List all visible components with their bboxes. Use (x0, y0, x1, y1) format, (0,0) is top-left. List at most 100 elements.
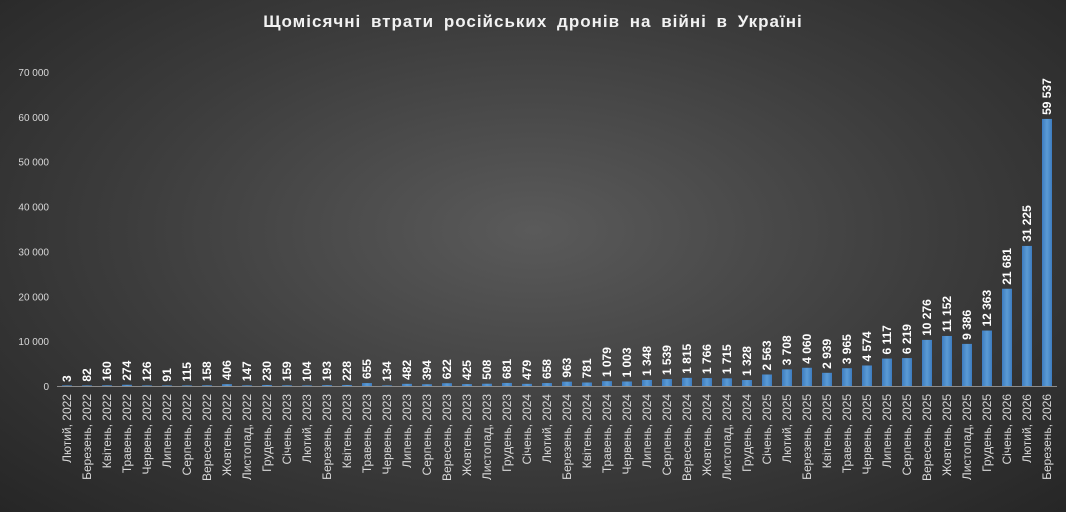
data-label: 230 (260, 361, 274, 381)
data-label: 681 (500, 359, 514, 379)
x-tick-label: Листопад, 2025 (960, 394, 974, 480)
data-label: 655 (360, 359, 374, 379)
bar (862, 365, 872, 386)
x-tick-label: Лютий, 2022 (60, 394, 74, 463)
bar (1022, 245, 1032, 386)
bar (682, 377, 692, 386)
data-label: 1 715 (720, 344, 734, 374)
data-label: 1 079 (600, 347, 614, 377)
bar (842, 368, 852, 386)
bar (502, 382, 512, 386)
y-tick-label: 10 000 (18, 337, 49, 348)
x-tick-label: Липень, 2025 (880, 394, 894, 468)
bar (602, 381, 612, 386)
bar (282, 385, 292, 386)
x-tick-label: Березень, 2022 (80, 394, 94, 480)
x-tick-label: Грудень, 2023 (500, 394, 514, 472)
bar (262, 384, 272, 386)
x-tick-label: Березень, 2026 (1040, 394, 1054, 480)
data-label: 622 (440, 359, 454, 379)
data-label: 134 (380, 361, 394, 381)
bar (882, 358, 892, 386)
x-tick-label: Жовтень, 2024 (700, 394, 714, 476)
x-tick-label: Червень, 2022 (140, 394, 154, 475)
data-label: 1 539 (660, 345, 674, 375)
data-label: 1 815 (680, 344, 694, 374)
x-tick-label: Лютий, 2023 (300, 394, 314, 463)
x-tick-label: Червень, 2025 (860, 394, 874, 475)
data-label: 159 (280, 361, 294, 381)
bar (222, 384, 232, 386)
bar (542, 383, 552, 386)
x-tick-label: Квітень, 2023 (340, 394, 354, 469)
bar (582, 382, 592, 386)
x-tick-label: Жовтень, 2025 (940, 394, 954, 476)
bar (242, 385, 252, 386)
x-tick-label: Вересень, 2022 (200, 394, 214, 481)
data-label: 59 537 (1040, 78, 1054, 115)
data-label: 21 681 (1000, 248, 1014, 285)
data-label: 10 276 (920, 299, 934, 336)
bar (902, 358, 912, 386)
bar (622, 381, 632, 386)
bar (402, 383, 412, 386)
data-label: 4 574 (860, 331, 874, 361)
data-label: 158 (200, 361, 214, 381)
bar (342, 384, 352, 386)
x-tick-label: Листопад, 2024 (720, 394, 734, 480)
data-label: 1 003 (620, 347, 634, 377)
bar (822, 372, 832, 386)
data-label: 1 328 (740, 346, 754, 376)
bar (202, 385, 212, 386)
bar (782, 369, 792, 386)
bar (362, 383, 372, 386)
data-label: 3 (60, 375, 74, 382)
bar (382, 385, 392, 386)
y-tick-label: 70 000 (18, 68, 49, 79)
bar (962, 343, 972, 386)
x-tick-label: Серпень, 2022 (180, 394, 194, 476)
bar (742, 380, 752, 386)
data-label: 115 (180, 362, 194, 382)
data-label: 6 117 (880, 325, 894, 355)
bar (702, 378, 712, 386)
data-label: 479 (520, 360, 534, 380)
data-label: 1 348 (640, 346, 654, 376)
x-tick-label: Вересень, 2024 (680, 394, 694, 481)
x-tick-label: Вересень, 2025 (920, 394, 934, 481)
data-label: 11 152 (940, 296, 954, 332)
x-tick-label: Вересень, 2023 (440, 394, 454, 481)
y-tick-label: 0 (43, 382, 49, 393)
data-label: 160 (100, 361, 114, 381)
x-tick-label: Жовтень, 2022 (220, 394, 234, 476)
x-tick-label: Січень, 2026 (1000, 394, 1014, 465)
x-tick-label: Лютий, 2025 (780, 394, 794, 463)
x-tick-label: Березень, 2024 (560, 394, 574, 480)
x-tick-label: Серпень, 2023 (420, 394, 434, 476)
bar (322, 385, 332, 386)
data-label: 508 (480, 359, 494, 379)
x-tick-label: Червень, 2024 (620, 394, 634, 475)
bar (62, 385, 72, 386)
x-tick-label: Липень, 2022 (160, 394, 174, 468)
bar (82, 385, 92, 386)
bar (302, 385, 312, 386)
x-tick-label: Серпень, 2024 (660, 394, 674, 476)
x-tick-label: Квітень, 2025 (820, 394, 834, 469)
x-tick-label: Березень, 2025 (800, 394, 814, 480)
x-tick-label: Травень, 2025 (840, 394, 854, 473)
y-tick-label: 40 000 (18, 203, 49, 214)
data-label: 104 (300, 361, 314, 381)
bar (802, 367, 812, 386)
data-label: 781 (580, 358, 594, 378)
x-tick-label: Липень, 2023 (400, 394, 414, 468)
bar (122, 384, 132, 386)
data-label: 425 (460, 360, 474, 380)
data-label: 3 708 (780, 335, 794, 365)
x-tick-label: Травень, 2022 (120, 394, 134, 473)
y-tick-label: 30 000 (18, 247, 49, 258)
bar (1002, 288, 1012, 386)
y-tick-label: 20 000 (18, 292, 49, 303)
